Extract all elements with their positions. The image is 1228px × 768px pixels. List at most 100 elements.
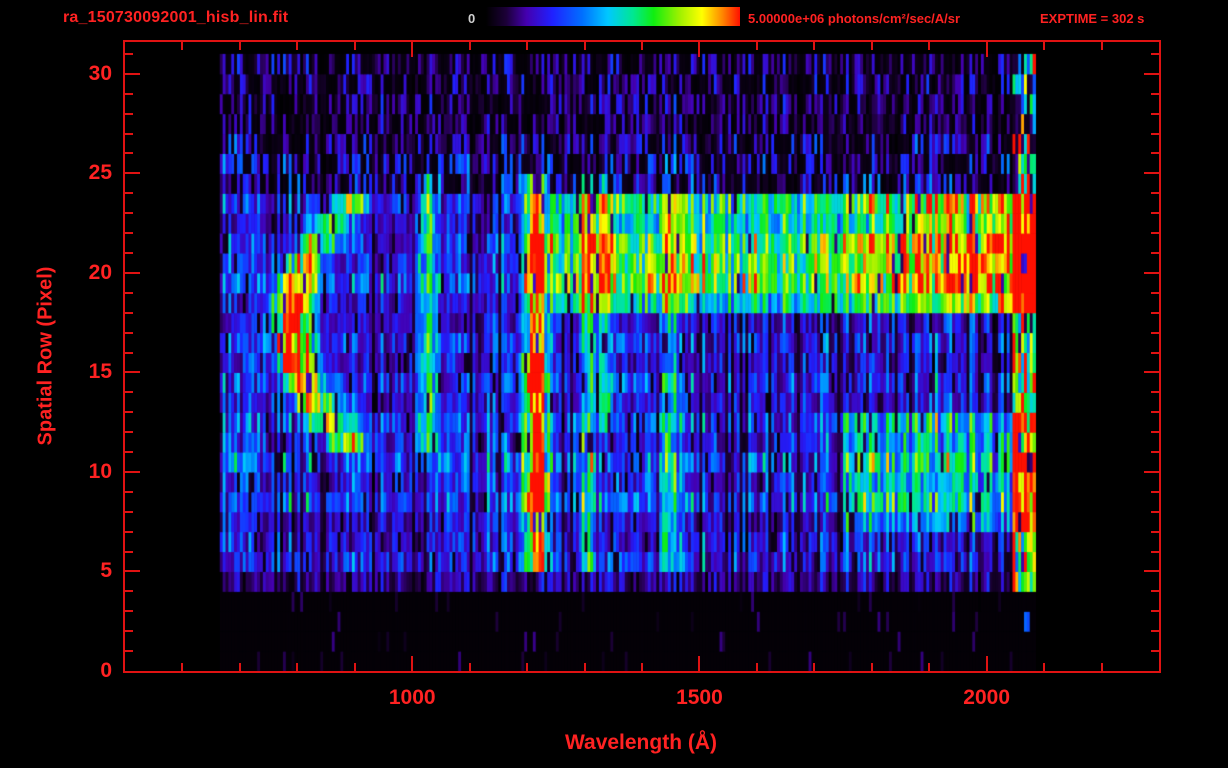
axis-tick	[125, 451, 133, 454]
axis-tick	[125, 470, 140, 473]
axis-tick	[813, 663, 816, 671]
axis-tick	[125, 132, 133, 135]
axis-tick	[1151, 232, 1159, 235]
axis-tick	[125, 92, 133, 95]
axis-tick	[125, 371, 140, 374]
axis-tick	[1151, 212, 1159, 215]
file-title: ra_150730092001_hisb_lin.fit	[63, 9, 289, 26]
y-tick-label: 0	[100, 659, 112, 682]
axis-tick	[698, 42, 701, 57]
axis-tick	[1151, 650, 1159, 653]
colorbar-max-label: 5.00000e+06 photons/cm²/sec/A/sr	[748, 11, 961, 26]
axis-tick	[125, 490, 133, 493]
axis-tick	[1151, 351, 1159, 354]
axis-tick	[1151, 590, 1159, 593]
axis-tick	[1151, 550, 1159, 553]
axis-tick	[125, 72, 140, 75]
axis-tick	[870, 663, 873, 671]
axis-tick	[928, 663, 931, 671]
axis-tick	[1144, 72, 1159, 75]
axis-tick	[1151, 152, 1159, 155]
axis-tick	[870, 42, 873, 50]
axis-tick	[1151, 311, 1159, 314]
axis-tick	[1151, 431, 1159, 434]
axis-tick	[1151, 391, 1159, 394]
axis-tick	[583, 663, 586, 671]
axis-tick	[411, 42, 414, 57]
axis-tick	[813, 42, 816, 50]
axis-tick	[125, 212, 133, 215]
axis-tick	[755, 663, 758, 671]
axis-tick	[583, 42, 586, 50]
axis-tick	[526, 663, 529, 671]
axis-tick	[125, 271, 140, 274]
axis-tick	[1151, 331, 1159, 334]
axis-tick	[1100, 42, 1103, 50]
axis-tick	[125, 351, 133, 354]
axis-tick	[1151, 52, 1159, 55]
y-tick-label: 15	[88, 360, 112, 384]
axis-tick	[698, 656, 701, 671]
axis-tick	[125, 391, 133, 394]
y-tick-label: 25	[88, 161, 112, 185]
axis-tick	[238, 663, 241, 671]
axis-tick	[125, 172, 140, 175]
colorbar-min-label: 0	[468, 11, 476, 26]
axis-tick	[1151, 251, 1159, 254]
x-tick-label: 2000	[963, 686, 1011, 709]
axis-tick	[1144, 470, 1159, 473]
y-axis-title: Spatial Row (Pixel)	[34, 266, 57, 446]
axis-tick	[238, 42, 241, 50]
axis-tick	[1151, 132, 1159, 135]
axis-tick	[181, 663, 184, 671]
axis-tick	[125, 510, 133, 513]
axis-tick	[125, 52, 133, 55]
axis-tick	[1144, 570, 1159, 573]
axis-tick	[985, 42, 988, 57]
axis-tick	[1151, 291, 1159, 294]
axis-tick	[125, 251, 133, 254]
axis-tick	[641, 663, 643, 671]
axis-tick	[125, 590, 133, 593]
axis-tick	[181, 42, 184, 50]
axis-tick	[125, 550, 133, 553]
y-tick-label: 10	[88, 459, 112, 483]
axis-tick	[296, 42, 299, 50]
y-tick-label: 30	[88, 61, 112, 85]
axis-tick	[468, 663, 471, 671]
axis-tick	[1144, 371, 1159, 374]
axis-tick	[985, 656, 988, 671]
axis-tick	[1151, 92, 1159, 95]
axis-tick	[125, 232, 133, 235]
axis-tick	[1151, 112, 1159, 115]
x-tick-label: 1000	[388, 686, 436, 709]
axis-tick	[125, 291, 133, 294]
axis-tick	[125, 311, 133, 314]
axis-tick	[125, 570, 140, 573]
axis-tick	[353, 663, 356, 671]
axis-tick	[641, 42, 643, 50]
y-tick-label: 5	[100, 559, 112, 583]
axis-tick	[1144, 172, 1159, 175]
axis-tick	[1151, 530, 1159, 533]
axis-tick	[928, 42, 931, 50]
axis-tick	[125, 431, 133, 434]
axis-tick	[125, 192, 133, 195]
axis-tick	[1151, 630, 1159, 633]
axis-tick	[125, 650, 133, 653]
axis-tick	[125, 630, 133, 633]
axis-tick	[1043, 663, 1046, 671]
axis-tick	[125, 411, 133, 414]
axis-tick	[125, 331, 133, 334]
axis-tick	[296, 663, 299, 671]
x-axis-title: Wavelength (Å)	[564, 731, 718, 754]
axis-tick	[526, 42, 529, 50]
plot-frame	[123, 40, 1161, 673]
axis-tick	[353, 42, 356, 50]
axis-tick	[1151, 490, 1159, 493]
y-tick-label: 20	[88, 260, 112, 284]
axis-tick	[468, 42, 471, 50]
x-tick-label: 1500	[676, 686, 723, 709]
axis-tick	[1151, 451, 1159, 454]
